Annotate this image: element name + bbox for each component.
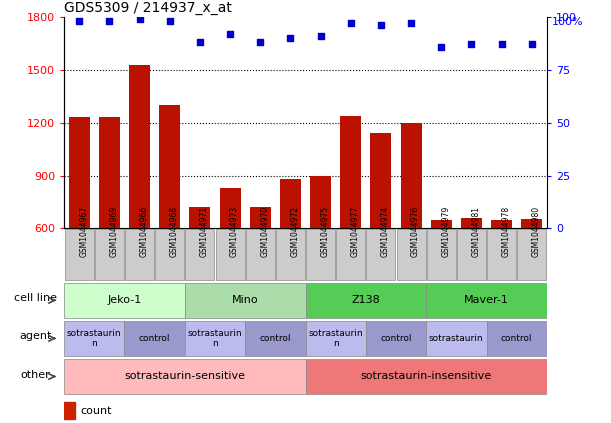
Text: control: control [260,334,291,343]
Point [285,35,295,41]
Bar [129,65,150,334]
Text: sotrastaurin-sensitive: sotrastaurin-sensitive [124,371,246,382]
Text: Mino: Mino [232,295,258,305]
Text: GDS5309 / 214937_x_at: GDS5309 / 214937_x_at [64,0,232,14]
Point [195,39,205,46]
Text: sotrastaurin: sotrastaurin [429,334,484,343]
Text: sotrastaurin
n: sotrastaurin n [67,329,122,348]
Text: cell line: cell line [14,294,57,303]
Point [346,20,356,27]
Text: GSM1044977: GSM1044977 [351,206,360,257]
Bar [340,115,361,334]
Text: GSM1044980: GSM1044980 [532,206,541,257]
Text: GSM1044971: GSM1044971 [200,206,209,257]
Bar [64,402,75,419]
FancyBboxPatch shape [64,321,125,356]
FancyBboxPatch shape [306,283,426,318]
Text: GSM1044969: GSM1044969 [109,206,119,257]
Bar [99,117,120,334]
Text: GSM1044981: GSM1044981 [472,206,480,257]
Text: GSM1044979: GSM1044979 [441,206,450,257]
Point [406,20,416,27]
Text: count: count [80,406,112,416]
Text: Z138: Z138 [351,295,380,305]
Text: sotrastaurin
n: sotrastaurin n [188,329,243,348]
Point [436,43,446,50]
Point [165,18,175,25]
FancyBboxPatch shape [245,321,306,356]
Point [134,16,144,22]
Bar [491,220,512,334]
Text: GSM1044975: GSM1044975 [321,206,329,257]
Text: GSM1044968: GSM1044968 [170,206,179,257]
FancyBboxPatch shape [95,229,124,280]
Point [316,33,326,39]
Point [527,41,536,48]
Bar [189,207,210,334]
Text: agent: agent [19,332,51,341]
FancyBboxPatch shape [397,229,426,280]
Text: 100%: 100% [552,17,584,27]
Text: sotrastaurin-insensitive: sotrastaurin-insensitive [360,371,492,382]
FancyBboxPatch shape [426,283,547,318]
Text: other: other [20,370,50,379]
FancyBboxPatch shape [518,229,546,280]
Bar [68,117,90,334]
Text: control: control [380,334,412,343]
FancyBboxPatch shape [276,229,305,280]
Bar [159,105,180,334]
FancyBboxPatch shape [306,229,335,280]
FancyBboxPatch shape [64,283,185,318]
Point [225,30,235,37]
Bar [370,133,392,334]
Text: GSM1044976: GSM1044976 [411,206,420,257]
Text: sotrastaurin
n: sotrastaurin n [309,329,363,348]
FancyBboxPatch shape [366,321,426,356]
Bar [461,218,482,334]
Text: GSM1044967: GSM1044967 [79,206,88,257]
FancyBboxPatch shape [367,229,395,280]
Text: GSM1044966: GSM1044966 [139,206,148,257]
FancyBboxPatch shape [216,229,244,280]
Point [75,18,84,25]
Text: Jeko-1: Jeko-1 [108,295,142,305]
Bar [280,179,301,334]
FancyBboxPatch shape [65,229,93,280]
Point [255,39,265,46]
Text: GSM1044972: GSM1044972 [290,206,299,257]
FancyBboxPatch shape [336,229,365,280]
Text: GSM1044970: GSM1044970 [260,206,269,257]
Point [376,22,386,29]
Bar [250,207,271,334]
Text: GSM1044974: GSM1044974 [381,206,390,257]
Point [104,18,114,25]
Text: control: control [501,334,532,343]
FancyBboxPatch shape [426,321,486,356]
Bar [521,219,543,334]
FancyBboxPatch shape [487,229,516,280]
FancyBboxPatch shape [426,229,456,280]
Text: Maver-1: Maver-1 [464,295,509,305]
Text: GSM1044978: GSM1044978 [502,206,511,257]
FancyBboxPatch shape [155,229,185,280]
Text: control: control [139,334,170,343]
FancyBboxPatch shape [125,321,185,356]
Bar [219,188,241,334]
FancyBboxPatch shape [185,321,245,356]
Point [497,41,507,48]
FancyBboxPatch shape [185,283,306,318]
Bar [401,123,422,334]
FancyBboxPatch shape [306,359,547,394]
FancyBboxPatch shape [246,229,275,280]
FancyBboxPatch shape [125,229,154,280]
Point [467,41,477,48]
FancyBboxPatch shape [457,229,486,280]
FancyBboxPatch shape [486,321,547,356]
Bar [431,220,452,334]
Bar [310,176,331,334]
FancyBboxPatch shape [64,359,306,394]
Text: GSM1044973: GSM1044973 [230,206,239,257]
FancyBboxPatch shape [306,321,366,356]
FancyBboxPatch shape [185,229,214,280]
